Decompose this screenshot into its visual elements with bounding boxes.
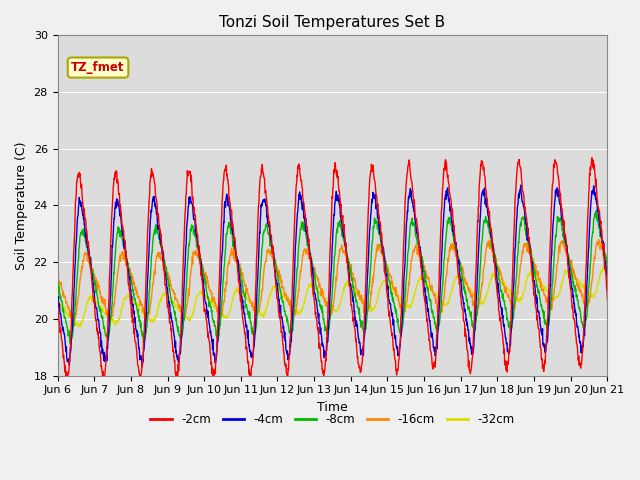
- Legend: -2cm, -4cm, -8cm, -16cm, -32cm: -2cm, -4cm, -8cm, -16cm, -32cm: [146, 408, 519, 431]
- X-axis label: Time: Time: [317, 401, 348, 414]
- Y-axis label: Soil Temperature (C): Soil Temperature (C): [15, 141, 28, 270]
- Text: TZ_fmet: TZ_fmet: [71, 61, 125, 74]
- Title: Tonzi Soil Temperatures Set B: Tonzi Soil Temperatures Set B: [220, 15, 445, 30]
